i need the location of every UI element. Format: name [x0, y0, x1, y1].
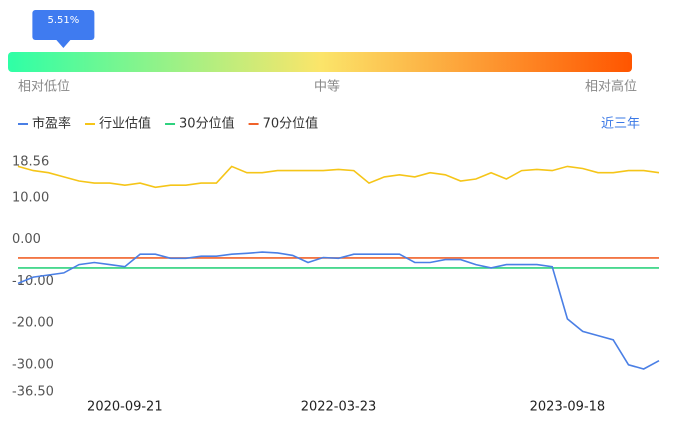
x-tick-label: 2020-09-21 [87, 400, 163, 415]
pointer-label: 5.51% [47, 15, 79, 26]
y-tick-label: 18.56 [12, 155, 49, 170]
y-tick-label: -10.00 [12, 274, 54, 289]
pointer-tip [56, 40, 71, 48]
x-tick-label: 2022-03-23 [301, 400, 377, 415]
legend-label: 行业估值 [99, 116, 151, 132]
y-tick-label: 0.00 [12, 232, 41, 247]
gauge-bar [8, 52, 632, 72]
y-tick-label: -20.00 [12, 316, 54, 331]
gauge-low: 相对低位 [18, 80, 70, 95]
x-tick-label: 2023-09-18 [530, 400, 606, 415]
pointer-box [32, 10, 95, 40]
gauge-mid: 中等 [314, 79, 340, 95]
series-line [17, 165, 660, 189]
legend-label: 市盈率 [32, 116, 71, 132]
legend-label: 30分位值 [179, 116, 235, 132]
gauge-pointer: 5.51% [32, 10, 95, 48]
gauge-high: 相对高位 [585, 79, 637, 95]
period-tab[interactable]: 近三年 [601, 117, 640, 132]
series-line [17, 251, 660, 370]
y-tick-label: -36.50 [12, 385, 54, 400]
y-tick-label: -30.00 [12, 357, 54, 372]
y-tick-label: 10.00 [12, 190, 49, 205]
legend-label: 70分位值 [263, 116, 319, 132]
